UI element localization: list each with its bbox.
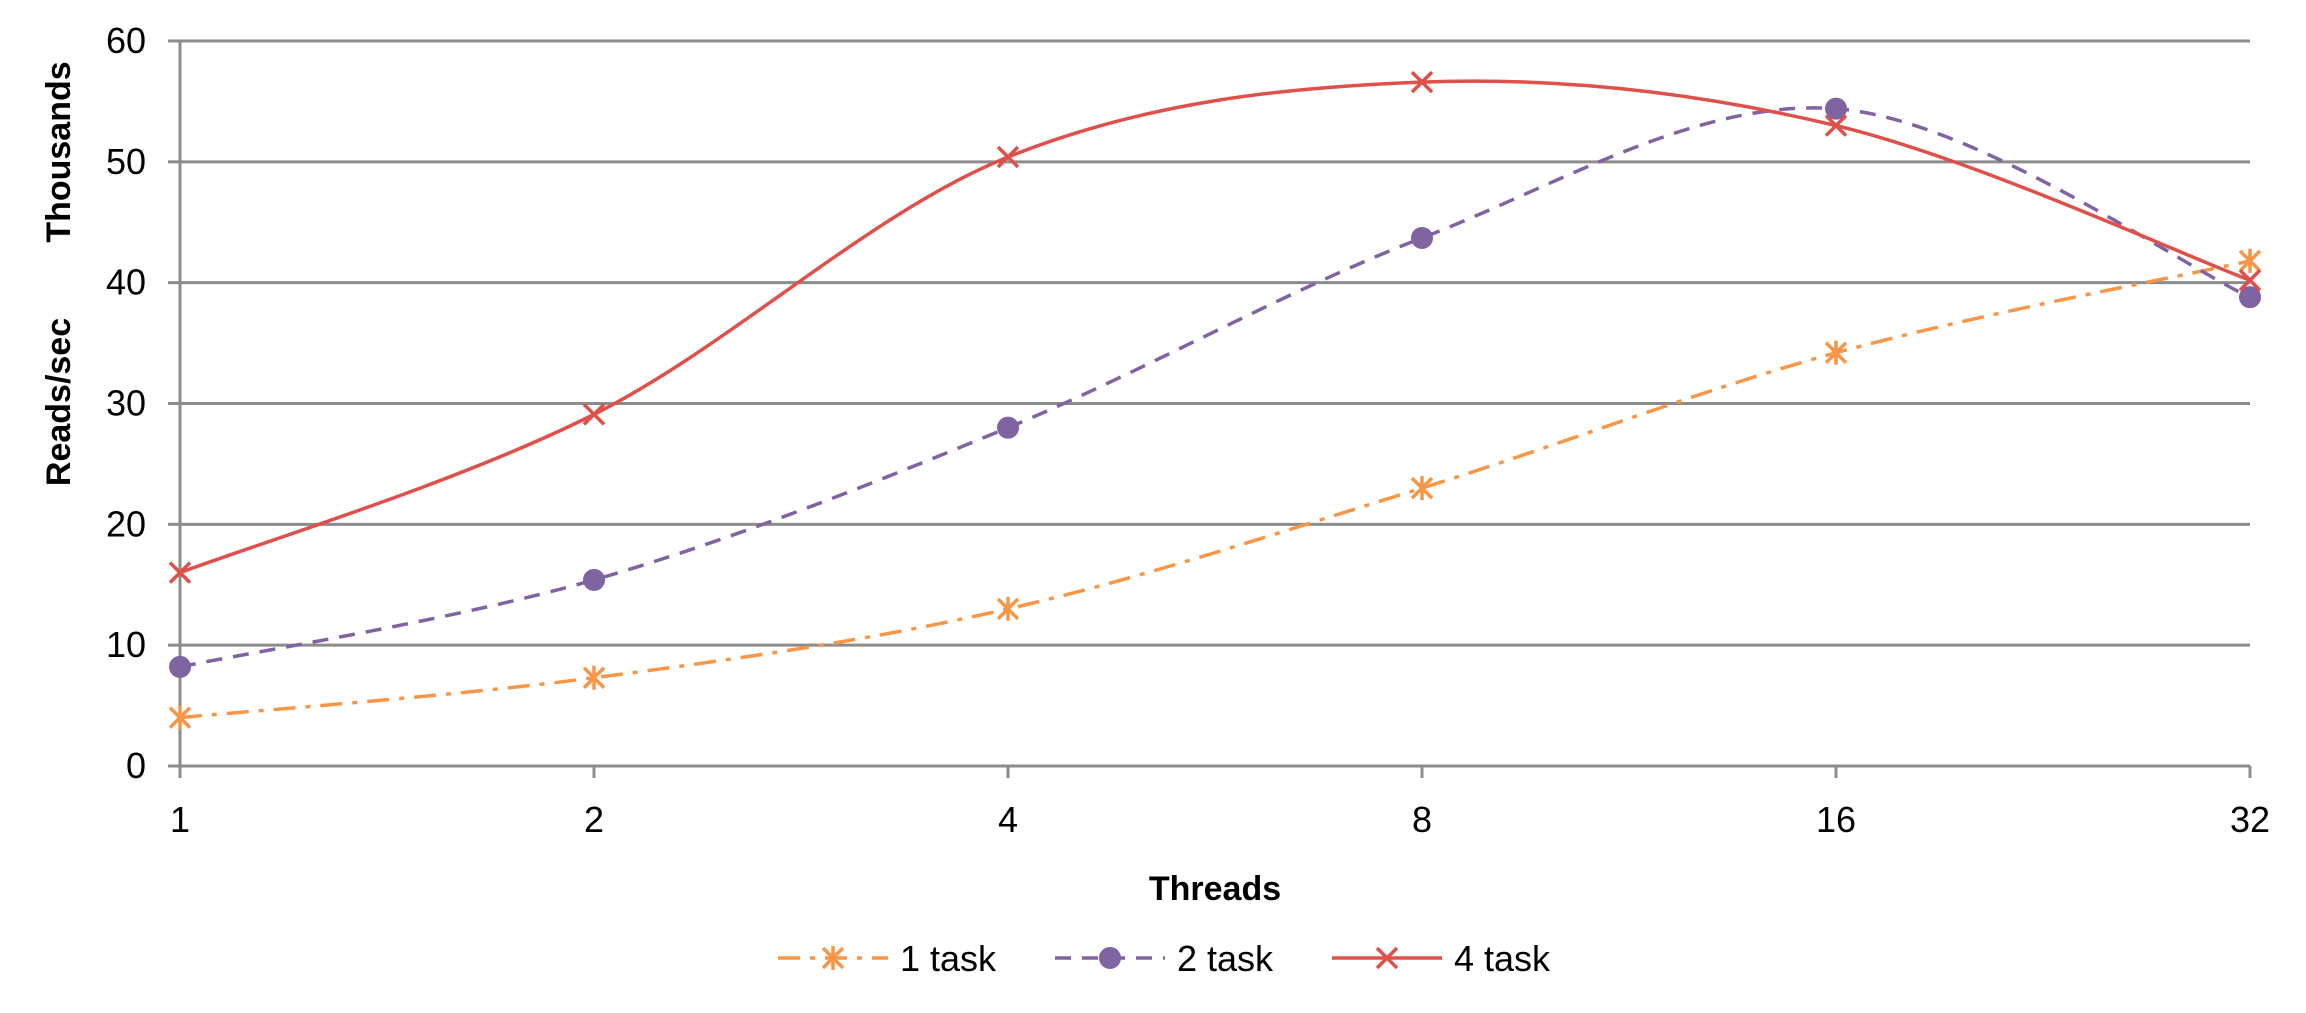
x-tick-label: 32 xyxy=(2230,799,2270,840)
data-point xyxy=(996,596,1020,621)
data-point xyxy=(1824,340,1848,365)
data-point xyxy=(1824,114,1848,137)
data-point xyxy=(1825,97,1847,120)
y-axis-units-label: Thousands xyxy=(40,61,78,242)
legend-label: 4 task xyxy=(1454,938,1551,979)
data-point xyxy=(582,665,606,690)
data-point xyxy=(168,705,192,730)
data-point xyxy=(997,416,1019,439)
data-point xyxy=(2238,248,2262,273)
data-point xyxy=(996,145,1020,169)
y-tick-label: 0 xyxy=(126,745,146,786)
gridlines xyxy=(180,39,2250,647)
series-lines xyxy=(179,79,2251,720)
legend: 1 task 2 task 4 task xyxy=(778,938,1551,979)
data-point xyxy=(1410,70,1434,94)
y-tick-label: 50 xyxy=(106,141,146,182)
data-point xyxy=(582,403,606,426)
x-tick-label: 1 xyxy=(170,799,190,840)
y-tick-label: 60 xyxy=(106,20,146,61)
y-tick-label: 10 xyxy=(106,624,146,665)
legend-label: 2 task xyxy=(1177,938,1274,979)
legend-label: 1 task xyxy=(900,938,997,979)
x-tick-label: 2 xyxy=(584,799,604,840)
legend-marker-2 xyxy=(1099,947,1121,969)
data-point xyxy=(2239,286,2261,309)
y-tick-label: 40 xyxy=(106,262,146,303)
series-line-3 xyxy=(179,79,2251,575)
legend-marker-1 xyxy=(821,946,845,970)
data-point xyxy=(1411,226,1433,249)
y-tick-label: 20 xyxy=(106,503,146,544)
series-line-2 xyxy=(179,106,2251,669)
legend-marker-3 xyxy=(1375,946,1399,970)
data-point xyxy=(2238,269,2262,292)
y-axis-title: Reads/sec xyxy=(40,318,78,486)
x-tick-label: 8 xyxy=(1412,799,1432,840)
series-markers xyxy=(168,70,2262,730)
data-point xyxy=(583,568,605,591)
x-tick-label: 16 xyxy=(1816,799,1856,840)
data-point xyxy=(168,561,192,584)
data-point xyxy=(1410,476,1434,501)
y-tick-label: 30 xyxy=(106,383,146,424)
data-point xyxy=(169,655,191,678)
axes xyxy=(168,39,2252,778)
x-tick-label: 4 xyxy=(998,799,1018,840)
series-line-1 xyxy=(179,259,2251,720)
axis-labels: 0 10 20 30 40 50 60 1 2 4 8 16 32 Threads Reads/sec Tho… xyxy=(40,20,2270,908)
x-axis-title: Threads xyxy=(1149,870,1281,908)
